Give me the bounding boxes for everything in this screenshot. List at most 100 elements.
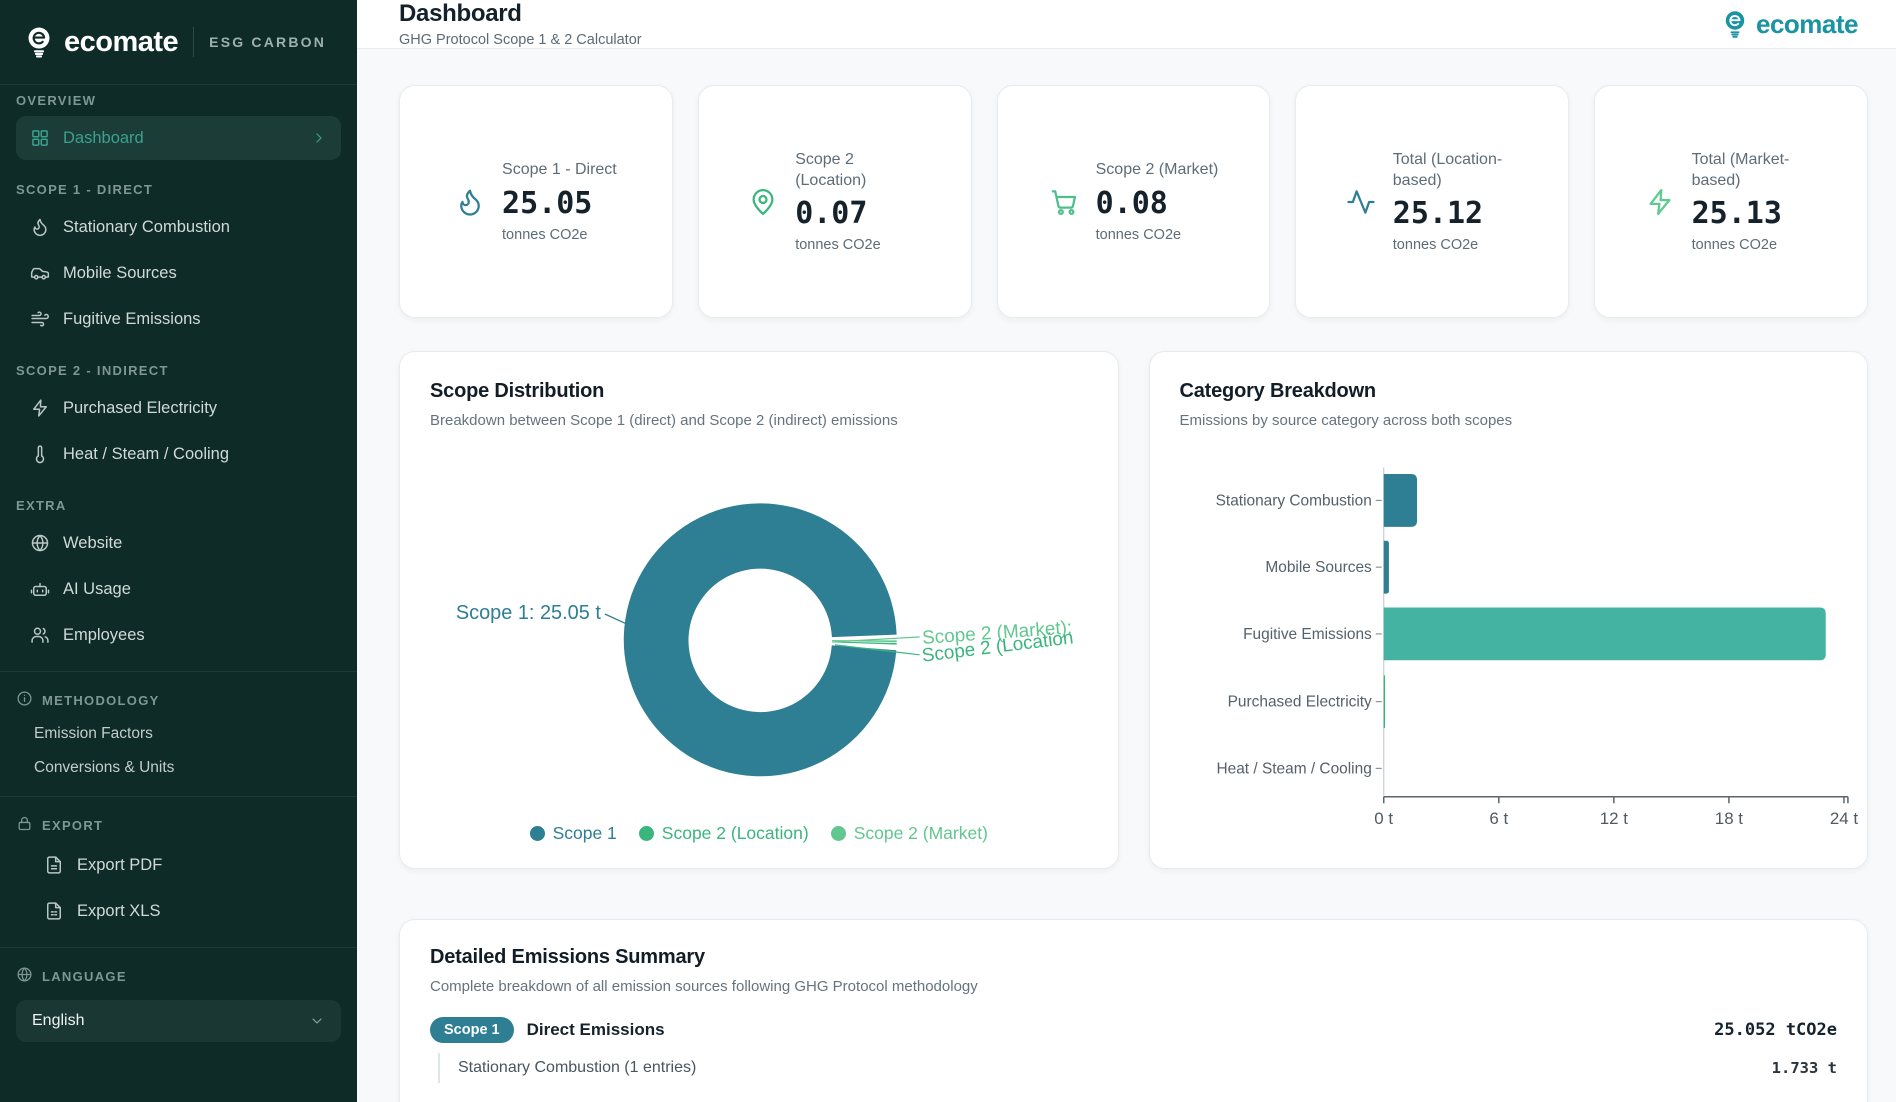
- sidebar-section-overview: OVERVIEW: [16, 93, 97, 108]
- legend-label: Scope 1: [552, 823, 617, 843]
- sidebar: ecomate ESG CARBON OVERVIEW Dashboard SC…: [0, 0, 357, 1102]
- stat-label: Total (Market-based): [1691, 150, 1790, 189]
- header-brand-logo: ecomate: [1720, 8, 1859, 40]
- shopping-cart-icon: [1049, 187, 1079, 217]
- sidebar-item-mobile-sources[interactable]: Mobile Sources: [16, 251, 341, 295]
- sidebar-item-label: Export PDF: [77, 855, 163, 874]
- stat-card-total-location: Total (Location-based) 25.12 tonnes CO2e: [1295, 85, 1570, 318]
- product-name: ESG CARBON: [209, 34, 327, 50]
- svg-text:6 t: 6 t: [1489, 809, 1508, 828]
- sidebar-item-emission-factors[interactable]: Emission Factors: [34, 725, 153, 742]
- sidebar-nav: OVERVIEW Dashboard SCOPE 1 - DIRECT Stat…: [0, 85, 357, 1102]
- stat-label: Scope 1 - Direct: [502, 161, 617, 179]
- stat-card-scope1-direct: Scope 1 - Direct 25.05 tonnes CO2e: [399, 85, 673, 318]
- sidebar-item-export-xls[interactable]: Export XLS: [30, 889, 341, 933]
- header-brand-name: ecomate: [1756, 8, 1859, 39]
- sidebar-item-label: Dashboard: [63, 128, 144, 147]
- stat-value: 25.13: [1691, 196, 1782, 232]
- legend-item-scope2-location[interactable]: Scope 2 (Location): [638, 823, 809, 844]
- sidebar-item-employees[interactable]: Employees: [16, 613, 341, 657]
- stat-card-scope2-location: Scope 2 (Location) 0.07 tonnes CO2e: [697, 85, 972, 318]
- flame-icon: [455, 187, 485, 217]
- sidebar-logo[interactable]: ecomate ESG CARBON: [0, 0, 357, 85]
- file-spreadsheet-icon: [44, 901, 64, 921]
- file-text-icon: [44, 855, 64, 875]
- legend-item-scope1[interactable]: Scope 1: [529, 823, 617, 844]
- card-title: Detailed Emissions Summary: [430, 946, 705, 968]
- brand-name: ecomate: [64, 25, 179, 58]
- sidebar-item-label: Employees: [63, 625, 145, 644]
- summary-sub-row: Stationary Combustion (1 entries) 1.733 …: [438, 1053, 1837, 1083]
- sidebar-item-ai-usage[interactable]: AI Usage: [16, 567, 341, 611]
- donut-callout-scope1: Scope 1: 25.05 t: [456, 602, 601, 624]
- card-subtitle: Complete breakdown of all emission sourc…: [430, 978, 978, 995]
- sidebar-divider: [0, 671, 357, 672]
- bot-icon: [30, 579, 50, 599]
- sidebar-item-conversions-units[interactable]: Conversions & Units: [34, 759, 175, 776]
- lock-icon: [16, 815, 33, 835]
- thermometer-icon: [30, 444, 50, 464]
- section-title-text: LANGUAGE: [42, 968, 127, 984]
- sidebar-section-scope1: SCOPE 1 - DIRECT: [16, 182, 154, 197]
- legend-dot: [529, 826, 545, 841]
- scope-distribution-donut-chart[interactable]: Scope 1: 25.05 t Scope 2 (Market): Scope…: [400, 352, 1118, 868]
- legend-item-scope2-market[interactable]: Scope 2 (Market): [830, 823, 988, 844]
- wind-icon: [30, 309, 50, 329]
- sidebar-item-label: AI Usage: [63, 579, 131, 598]
- stat-unit: tonnes CO2e: [1095, 226, 1182, 243]
- ecomate-logo-icon: [1720, 9, 1750, 39]
- sidebar-item-website[interactable]: Website: [16, 521, 341, 565]
- sidebar-item-heat-steam-cooling[interactable]: Heat / Steam / Cooling: [16, 432, 341, 476]
- section-title-text: EXPORT: [42, 817, 104, 833]
- sidebar-divider: [0, 796, 357, 797]
- scope1-badge: Scope 1: [430, 1017, 514, 1043]
- sidebar-section-extra: EXTRA: [16, 498, 67, 513]
- scope-distribution-card: Scope Distribution Breakdown between Sco…: [399, 351, 1119, 869]
- stat-value: 0.07: [795, 196, 868, 232]
- stat-label: Scope 2 (Location): [795, 150, 867, 189]
- stat-cards-row: Scope 1 - Direct 25.05 tonnes CO2e Scope…: [399, 85, 1868, 318]
- users-icon: [30, 625, 50, 645]
- chevron-down-icon: [309, 1013, 325, 1029]
- section-title-text: METHODOLOGY: [42, 692, 160, 708]
- sidebar-item-label: Website: [63, 533, 123, 552]
- legend-dot: [638, 826, 654, 841]
- language-select[interactable]: English: [16, 1000, 341, 1042]
- donut-leader-location: [834, 644, 920, 656]
- card-subtitle: Emissions by source category across both…: [1179, 412, 1513, 429]
- stat-unit: tonnes CO2e: [1392, 237, 1479, 254]
- sidebar-item-purchased-electricity[interactable]: Purchased Electricity: [16, 386, 341, 430]
- stat-value: 25.12: [1392, 196, 1484, 232]
- svg-text:24 t: 24 t: [1829, 809, 1858, 828]
- card-subtitle: Breakdown between Scope 1 (direct) and S…: [430, 412, 898, 429]
- zap-icon: [30, 398, 50, 418]
- sidebar-item-label: Fugitive Emissions: [63, 309, 201, 328]
- sidebar-item-stationary-combustion[interactable]: Stationary Combustion: [16, 205, 341, 249]
- charts-row: Scope Distribution Breakdown between Sco…: [399, 351, 1868, 869]
- stat-card-total-market: Total (Market-based) 25.13 tonnes CO2e: [1594, 85, 1868, 318]
- donut-legend: Scope 1 Scope 2 (Location) Scope 2 (Mark…: [400, 823, 1118, 844]
- language-selected-value: English: [32, 1012, 85, 1029]
- main-area: Dashboard GHG Protocol Scope 1 & 2 Calcu…: [357, 0, 1896, 1102]
- sidebar-item-fugitive-emissions[interactable]: Fugitive Emissions: [16, 297, 341, 341]
- page-title: Dashboard: [399, 0, 522, 27]
- map-pin-icon: [748, 187, 778, 217]
- zap-icon: [1645, 187, 1675, 217]
- stat-unit: tonnes CO2e: [502, 226, 588, 243]
- category-breakdown-card: Category Breakdown Emissions by source c…: [1148, 351, 1868, 869]
- globe-icon: [16, 966, 33, 986]
- sidebar-item-label: Stationary Combustion: [63, 217, 230, 236]
- category-breakdown-bar-chart[interactable]: Stationary Combustion Mobile Sources Fugit…: [1150, 352, 1868, 868]
- summary-sub-label: Stationary Combustion (1 entries): [458, 1059, 697, 1076]
- globe-icon: [30, 533, 50, 553]
- card-title: Scope Distribution: [430, 380, 605, 402]
- sidebar-item-export-pdf[interactable]: Export PDF: [30, 843, 341, 887]
- activity-icon: [1346, 187, 1376, 217]
- sidebar-item-label: Mobile Sources: [63, 263, 177, 282]
- sidebar-item-label: Heat / Steam / Cooling: [63, 444, 229, 463]
- sidebar-item-dashboard[interactable]: Dashboard: [16, 116, 341, 160]
- scope1-summary-label: Direct Emissions: [526, 1020, 665, 1039]
- stat-unit: tonnes CO2e: [795, 237, 881, 254]
- stat-value: 0.08: [1095, 185, 1168, 221]
